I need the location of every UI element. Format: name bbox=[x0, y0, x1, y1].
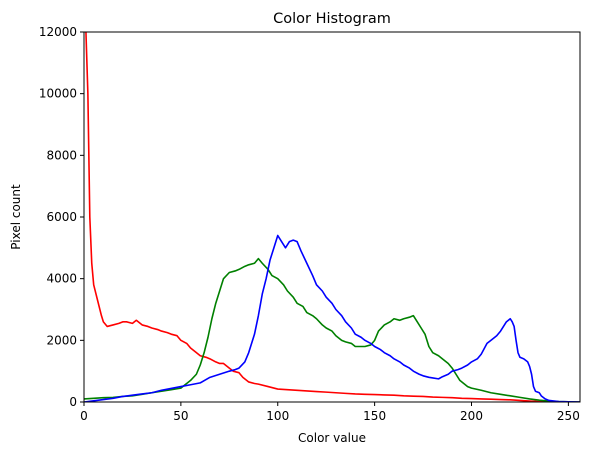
y-tick-label: 2000 bbox=[46, 333, 77, 347]
y-tick-label: 4000 bbox=[46, 272, 77, 286]
y-tick-label: 8000 bbox=[46, 148, 77, 162]
series-line-green bbox=[84, 257, 580, 402]
x-tick-label: 150 bbox=[363, 409, 386, 423]
series-line-red bbox=[85, 32, 580, 402]
y-axis: 0 2000 4000 6000 8000 10000 12000 bbox=[39, 25, 84, 409]
series-layer bbox=[84, 32, 580, 402]
chart-title: Color Histogram bbox=[273, 11, 391, 27]
x-tick-label: 100 bbox=[266, 409, 289, 423]
series-line-blue bbox=[84, 234, 580, 402]
x-axis-label: Color value bbox=[298, 431, 366, 445]
x-axis: 0 50 100 150 200 250 bbox=[80, 402, 580, 423]
y-tick-label: 6000 bbox=[46, 210, 77, 224]
x-tick-label: 250 bbox=[557, 409, 580, 423]
y-tick-label: 12000 bbox=[39, 25, 77, 39]
y-tick-label: 10000 bbox=[39, 87, 77, 101]
x-tick-label: 50 bbox=[173, 409, 188, 423]
plot-area-background bbox=[84, 32, 580, 402]
y-tick-label: 0 bbox=[69, 395, 77, 409]
y-axis-label: Pixel count bbox=[9, 184, 23, 250]
x-tick-label: 200 bbox=[460, 409, 483, 423]
x-tick-label: 0 bbox=[80, 409, 88, 423]
